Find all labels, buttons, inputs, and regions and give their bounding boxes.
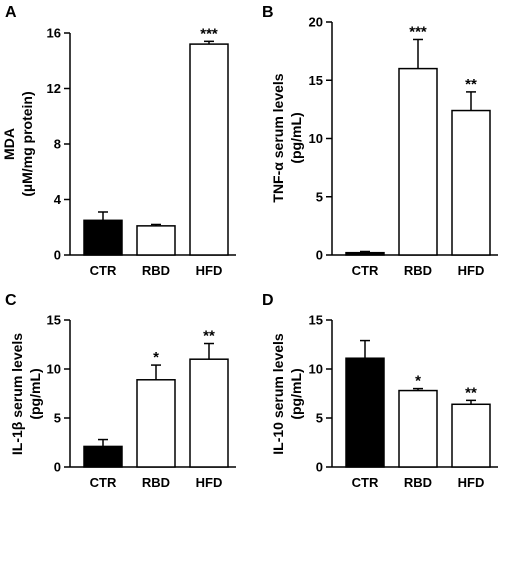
x-tick-label: HFD [196, 263, 223, 278]
significance-marker: ** [465, 76, 477, 93]
y-axis-label-line: TNF-α serum levels [270, 73, 286, 202]
chart-panel-a: A MDA (µM/mg protein) 0 4 8 12 16 CTR RBD *** HFD [1, 4, 236, 278]
y-tick-label: 0 [54, 460, 61, 475]
x-tick-label: CTR [90, 475, 117, 490]
y-axis-label-line: (pg/mL) [288, 368, 304, 419]
significance-marker: ** [465, 384, 477, 401]
y-tick-label: 15 [309, 313, 323, 328]
bar-hfd [189, 43, 229, 256]
significance-marker: *** [200, 25, 218, 42]
y-axis-label: MDA (µM/mg protein) [1, 91, 35, 196]
y-axis-label-line: MDA [1, 128, 17, 160]
y-tick-label: 5 [316, 411, 323, 426]
panel-letter: C [5, 292, 17, 309]
bar-rbd [398, 67, 438, 256]
y-axis-label-line: (pg/mL) [27, 368, 43, 419]
bar-ctr [83, 445, 123, 468]
y-tick-label: 0 [54, 248, 61, 263]
y-axis-label: IL-1β serum levels (pg/mL) [9, 333, 43, 455]
x-tick-label: CTR [352, 263, 379, 278]
y-axis-label-line: (pg/mL) [288, 112, 304, 163]
x-tick-label: HFD [458, 475, 485, 490]
y-tick-label: 10 [47, 362, 61, 377]
y-axis-label-line: (µM/mg protein) [19, 91, 35, 196]
x-tick-label: RBD [404, 263, 432, 278]
bar-ctr [345, 251, 385, 256]
y-axis-label: IL-10 serum levels (pg/mL) [270, 333, 304, 455]
bar-ctr [345, 357, 385, 468]
significance-marker: * [153, 349, 159, 366]
y-axis-label-line: IL-1β serum levels [9, 333, 25, 455]
panel-letter: B [262, 4, 274, 21]
y-tick-label: 4 [54, 192, 62, 207]
bar-hfd [451, 109, 491, 256]
panel-letter: A [5, 4, 17, 21]
bar-ctr [83, 219, 123, 256]
panel-letter: D [262, 292, 274, 309]
y-tick-label: 12 [47, 81, 61, 96]
y-tick-label: 15 [47, 313, 61, 328]
chart-panel-c: C IL-1β serum levels (pg/mL) 0 5 10 15 CTR * RBD *… [5, 292, 236, 490]
bar-rbd [136, 225, 176, 256]
y-axis-label-line: IL-10 serum levels [270, 333, 286, 455]
x-tick-label: RBD [142, 263, 170, 278]
y-tick-label: 10 [309, 131, 323, 146]
x-tick-label: RBD [404, 475, 432, 490]
y-tick-label: 16 [47, 26, 61, 41]
x-tick-label: RBD [142, 475, 170, 490]
x-tick-label: CTR [90, 263, 117, 278]
significance-marker: *** [409, 23, 427, 40]
y-axis-label: TNF-α serum levels (pg/mL) [270, 73, 304, 202]
y-tick-label: 8 [54, 137, 61, 152]
y-tick-label: 5 [316, 189, 323, 204]
y-tick-label: 10 [309, 362, 323, 377]
y-tick-label: 20 [309, 15, 323, 30]
y-tick-label: 0 [316, 460, 323, 475]
x-tick-label: HFD [196, 475, 223, 490]
y-tick-label: 15 [309, 73, 323, 88]
bar-hfd [451, 403, 491, 468]
y-tick-label: 0 [316, 248, 323, 263]
y-tick-label: 5 [54, 411, 61, 426]
x-tick-label: CTR [352, 475, 379, 490]
bar-rbd [136, 379, 176, 468]
significance-marker: * [415, 373, 421, 390]
bar-rbd [398, 389, 438, 468]
significance-marker: ** [203, 328, 215, 345]
bar-hfd [189, 358, 229, 468]
x-tick-label: HFD [458, 263, 485, 278]
chart-panel-d: D IL-10 serum levels (pg/mL) 0 5 10 15 CTR * RBD *… [262, 292, 498, 490]
